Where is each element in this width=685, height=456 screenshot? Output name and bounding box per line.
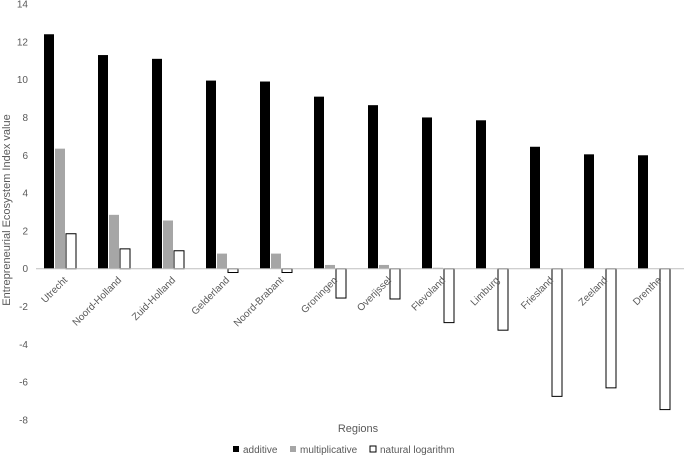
y-tick-label: 14 [17,0,29,11]
bar-additive-noord-holland [98,55,108,269]
y-tick-label: 0 [22,264,28,275]
category-label: Limburg [469,275,502,308]
legend-swatch-natural-logarithm [369,445,377,453]
category-label: Gelderland [190,275,232,317]
category-labels: Utrecht Noord-Holland Zuid-Holland Gelderla… [40,275,665,329]
bar-natural-logarithm-gelderland [227,268,239,274]
bar-multiplicative-noord-brabant [271,253,281,269]
bar-multiplicative-zuid-holland [163,220,173,269]
y-tick-label: -6 [19,378,28,389]
bar-additive-gelderland [206,80,216,269]
bar-natural-logarithm-zuid-holland [173,250,185,270]
category-label: Noord-Holland [71,275,124,328]
bar-additive-noord-brabant [260,81,270,269]
bar-natural-logarithm-friesland [551,268,563,397]
bar-natural-logarithm-utrecht [65,233,77,270]
category-label: Flevoland [410,275,448,313]
category-label: Utrecht [40,275,71,306]
y-tick-label: -4 [19,340,28,351]
y-axis-ticks: -8 -6 -4 -2 0 2 4 6 8 10 12 14 [17,0,29,427]
bar-natural-logarithm-zeeland [605,268,617,389]
bars [44,34,671,411]
legend-swatch-additive [233,446,239,452]
category-label: Noord-Brabant [232,275,286,329]
category-label: Drenthe [631,275,664,308]
bar-additive-flevoland [422,117,432,269]
bar-additive-utrecht [44,34,54,269]
bar-additive-groningen [314,96,324,269]
bar-multiplicative-utrecht [55,148,65,269]
y-tick-label: -8 [19,416,28,427]
bar-additive-zuid-holland [152,58,162,269]
bar-multiplicative-groningen [325,264,335,269]
bar-natural-logarithm-flevoland [443,268,455,324]
bar-multiplicative-noord-holland [109,214,119,269]
legend-label-additive: additive [243,445,278,456]
category-label: Zuid-Holland [130,275,178,323]
bar-multiplicative-gelderland [217,253,227,269]
category-label: Zeeland [577,275,610,308]
y-tick-label: -2 [19,302,28,313]
bar-multiplicative-overijssel [379,264,389,269]
bar-natural-logarithm-noord-holland [119,248,131,270]
y-tick-label: 12 [17,37,29,48]
category-label: Overijssel [355,275,394,314]
y-axis-title: Entrepreneurial Ecosystem Index value [1,114,13,305]
y-tick-label: 4 [22,189,28,200]
legend-label-natural-logarithm: natural logarithm [380,445,454,456]
bar-additive-drenthe [638,155,648,269]
legend: additive multiplicative natural logarithm [233,445,454,456]
bar-additive-overijssel [368,105,378,269]
category-label: Groningen [299,275,340,316]
bar-additive-zeeland [584,154,594,269]
x-axis-title: Regions [338,423,379,435]
y-tick-label: 8 [22,113,28,124]
bar-additive-friesland [530,146,540,269]
y-tick-label: 10 [17,75,29,86]
bar-natural-logarithm-drenthe [659,268,671,411]
legend-label-multiplicative: multiplicative [300,445,358,456]
y-tick-label: 6 [22,151,28,162]
category-label: Friesland [519,275,556,312]
bar-natural-logarithm-limburg [497,268,509,331]
bar-additive-limburg [476,120,486,269]
bar-natural-logarithm-noord-brabant [281,268,293,274]
legend-swatch-multiplicative [290,446,296,452]
y-tick-label: 2 [22,226,28,237]
